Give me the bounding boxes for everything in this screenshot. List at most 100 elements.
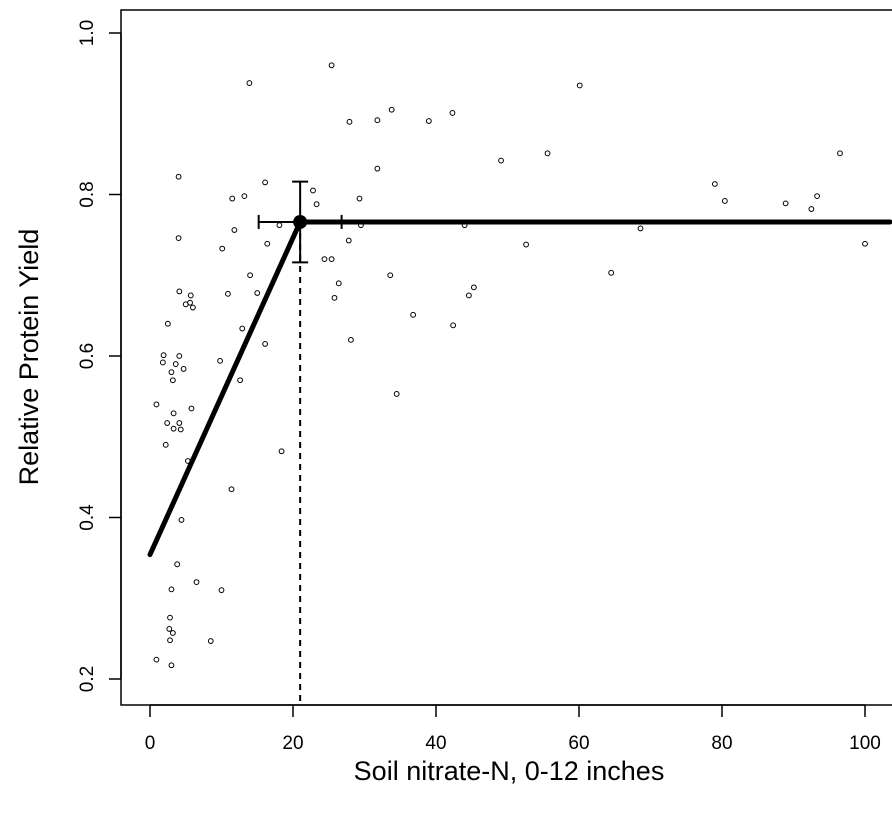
data-point: [335, 280, 342, 287]
data-point: [207, 638, 214, 644]
data-point: [178, 517, 185, 523]
data-point: [262, 340, 269, 347]
data-point: [190, 304, 196, 311]
y-tick-label: 0.2: [77, 666, 98, 692]
data-point: [544, 150, 551, 157]
data-point: [331, 294, 338, 301]
data-point: [217, 357, 223, 364]
data-point: [637, 225, 644, 232]
data-point: [608, 269, 615, 276]
data-point: [175, 235, 182, 242]
data-point: [388, 106, 395, 113]
data-point: [313, 201, 320, 208]
data-point: [219, 245, 226, 252]
data-point: [321, 256, 328, 263]
data-point: [782, 200, 789, 207]
y-tick-label: 0.8: [77, 181, 98, 207]
data-point: [188, 405, 195, 412]
data-point: [164, 320, 171, 327]
fitted-model: [147, 180, 892, 705]
data-point: [374, 117, 381, 124]
data-point: [862, 240, 868, 247]
data-point: [310, 187, 316, 194]
data-point: [837, 150, 843, 157]
data-point: [393, 391, 400, 397]
x-tick-label: 0: [145, 733, 156, 754]
data-point: [174, 561, 181, 568]
data-point: [264, 240, 271, 247]
data-point: [172, 361, 179, 367]
x-tick-label: 80: [711, 733, 732, 754]
data-point: [239, 325, 246, 332]
y-tick-label: 0.6: [77, 343, 98, 369]
data-point: [187, 292, 194, 299]
data-point: [218, 587, 225, 594]
data-point: [193, 579, 200, 585]
data-point: [168, 586, 175, 593]
data-point: [231, 227, 238, 233]
x-tick-label: 20: [282, 733, 303, 754]
x-tick-label: 100: [849, 733, 881, 754]
data-point: [576, 82, 583, 89]
data-point: [180, 366, 187, 372]
data-point: [387, 272, 394, 279]
data-point: [465, 292, 472, 299]
data-point: [169, 377, 176, 384]
data-point: [814, 193, 820, 200]
data-point: [450, 322, 457, 329]
data-point: [711, 181, 718, 187]
data-point: [356, 195, 363, 202]
data-point: [225, 290, 231, 297]
data-point: [721, 198, 728, 204]
data-point: [159, 359, 166, 366]
data-point: [168, 369, 175, 376]
data-point: [176, 288, 183, 295]
data-point: [162, 441, 169, 448]
data-point: [160, 352, 167, 359]
data-point: [247, 272, 254, 279]
data-point: [177, 426, 184, 433]
data-point: [169, 630, 176, 636]
data-point: [176, 353, 183, 359]
data-point: [262, 179, 269, 186]
data-point: [470, 284, 477, 291]
data-point: [498, 157, 504, 164]
x-axis: 0 20 40 60 80 100: [145, 704, 881, 754]
data-point: [328, 256, 335, 263]
breakpoint-marker: [293, 214, 308, 229]
data-point: [425, 118, 432, 124]
data-point: [348, 336, 354, 343]
data-point: [229, 195, 236, 202]
x-axis-title: Soil nitrate-N, 0-12 inches: [354, 756, 665, 786]
data-point: [808, 206, 815, 212]
x-tick-label: 40: [425, 733, 446, 754]
data-point: [328, 62, 335, 69]
data-point: [449, 110, 456, 116]
y-axis: 0.2 0.4 0.6 0.8 1.0: [77, 20, 122, 692]
data-point: [166, 626, 173, 632]
data-point: [153, 401, 160, 408]
data-point: [345, 237, 352, 244]
y-axis-title: Relative Protein Yield: [14, 229, 44, 486]
data-point: [241, 193, 248, 200]
y-tick-label: 0.4: [77, 504, 98, 531]
data-point: [523, 241, 529, 248]
data-point: [374, 165, 381, 172]
data-points: [153, 62, 868, 669]
data-point: [254, 290, 261, 296]
data-point: [346, 118, 353, 125]
data-point: [170, 410, 177, 417]
data-point: [410, 311, 417, 318]
fitted-line: [147, 219, 892, 558]
data-point: [153, 656, 160, 663]
data-point: [278, 448, 285, 455]
data-point: [167, 614, 173, 621]
data-point: [167, 637, 173, 644]
x-tick-label: 60: [568, 733, 589, 754]
y-tick-label: 1.0: [77, 20, 98, 46]
data-point: [176, 420, 183, 426]
data-point: [228, 486, 235, 493]
data-point: [276, 222, 283, 229]
data-point: [175, 173, 182, 180]
